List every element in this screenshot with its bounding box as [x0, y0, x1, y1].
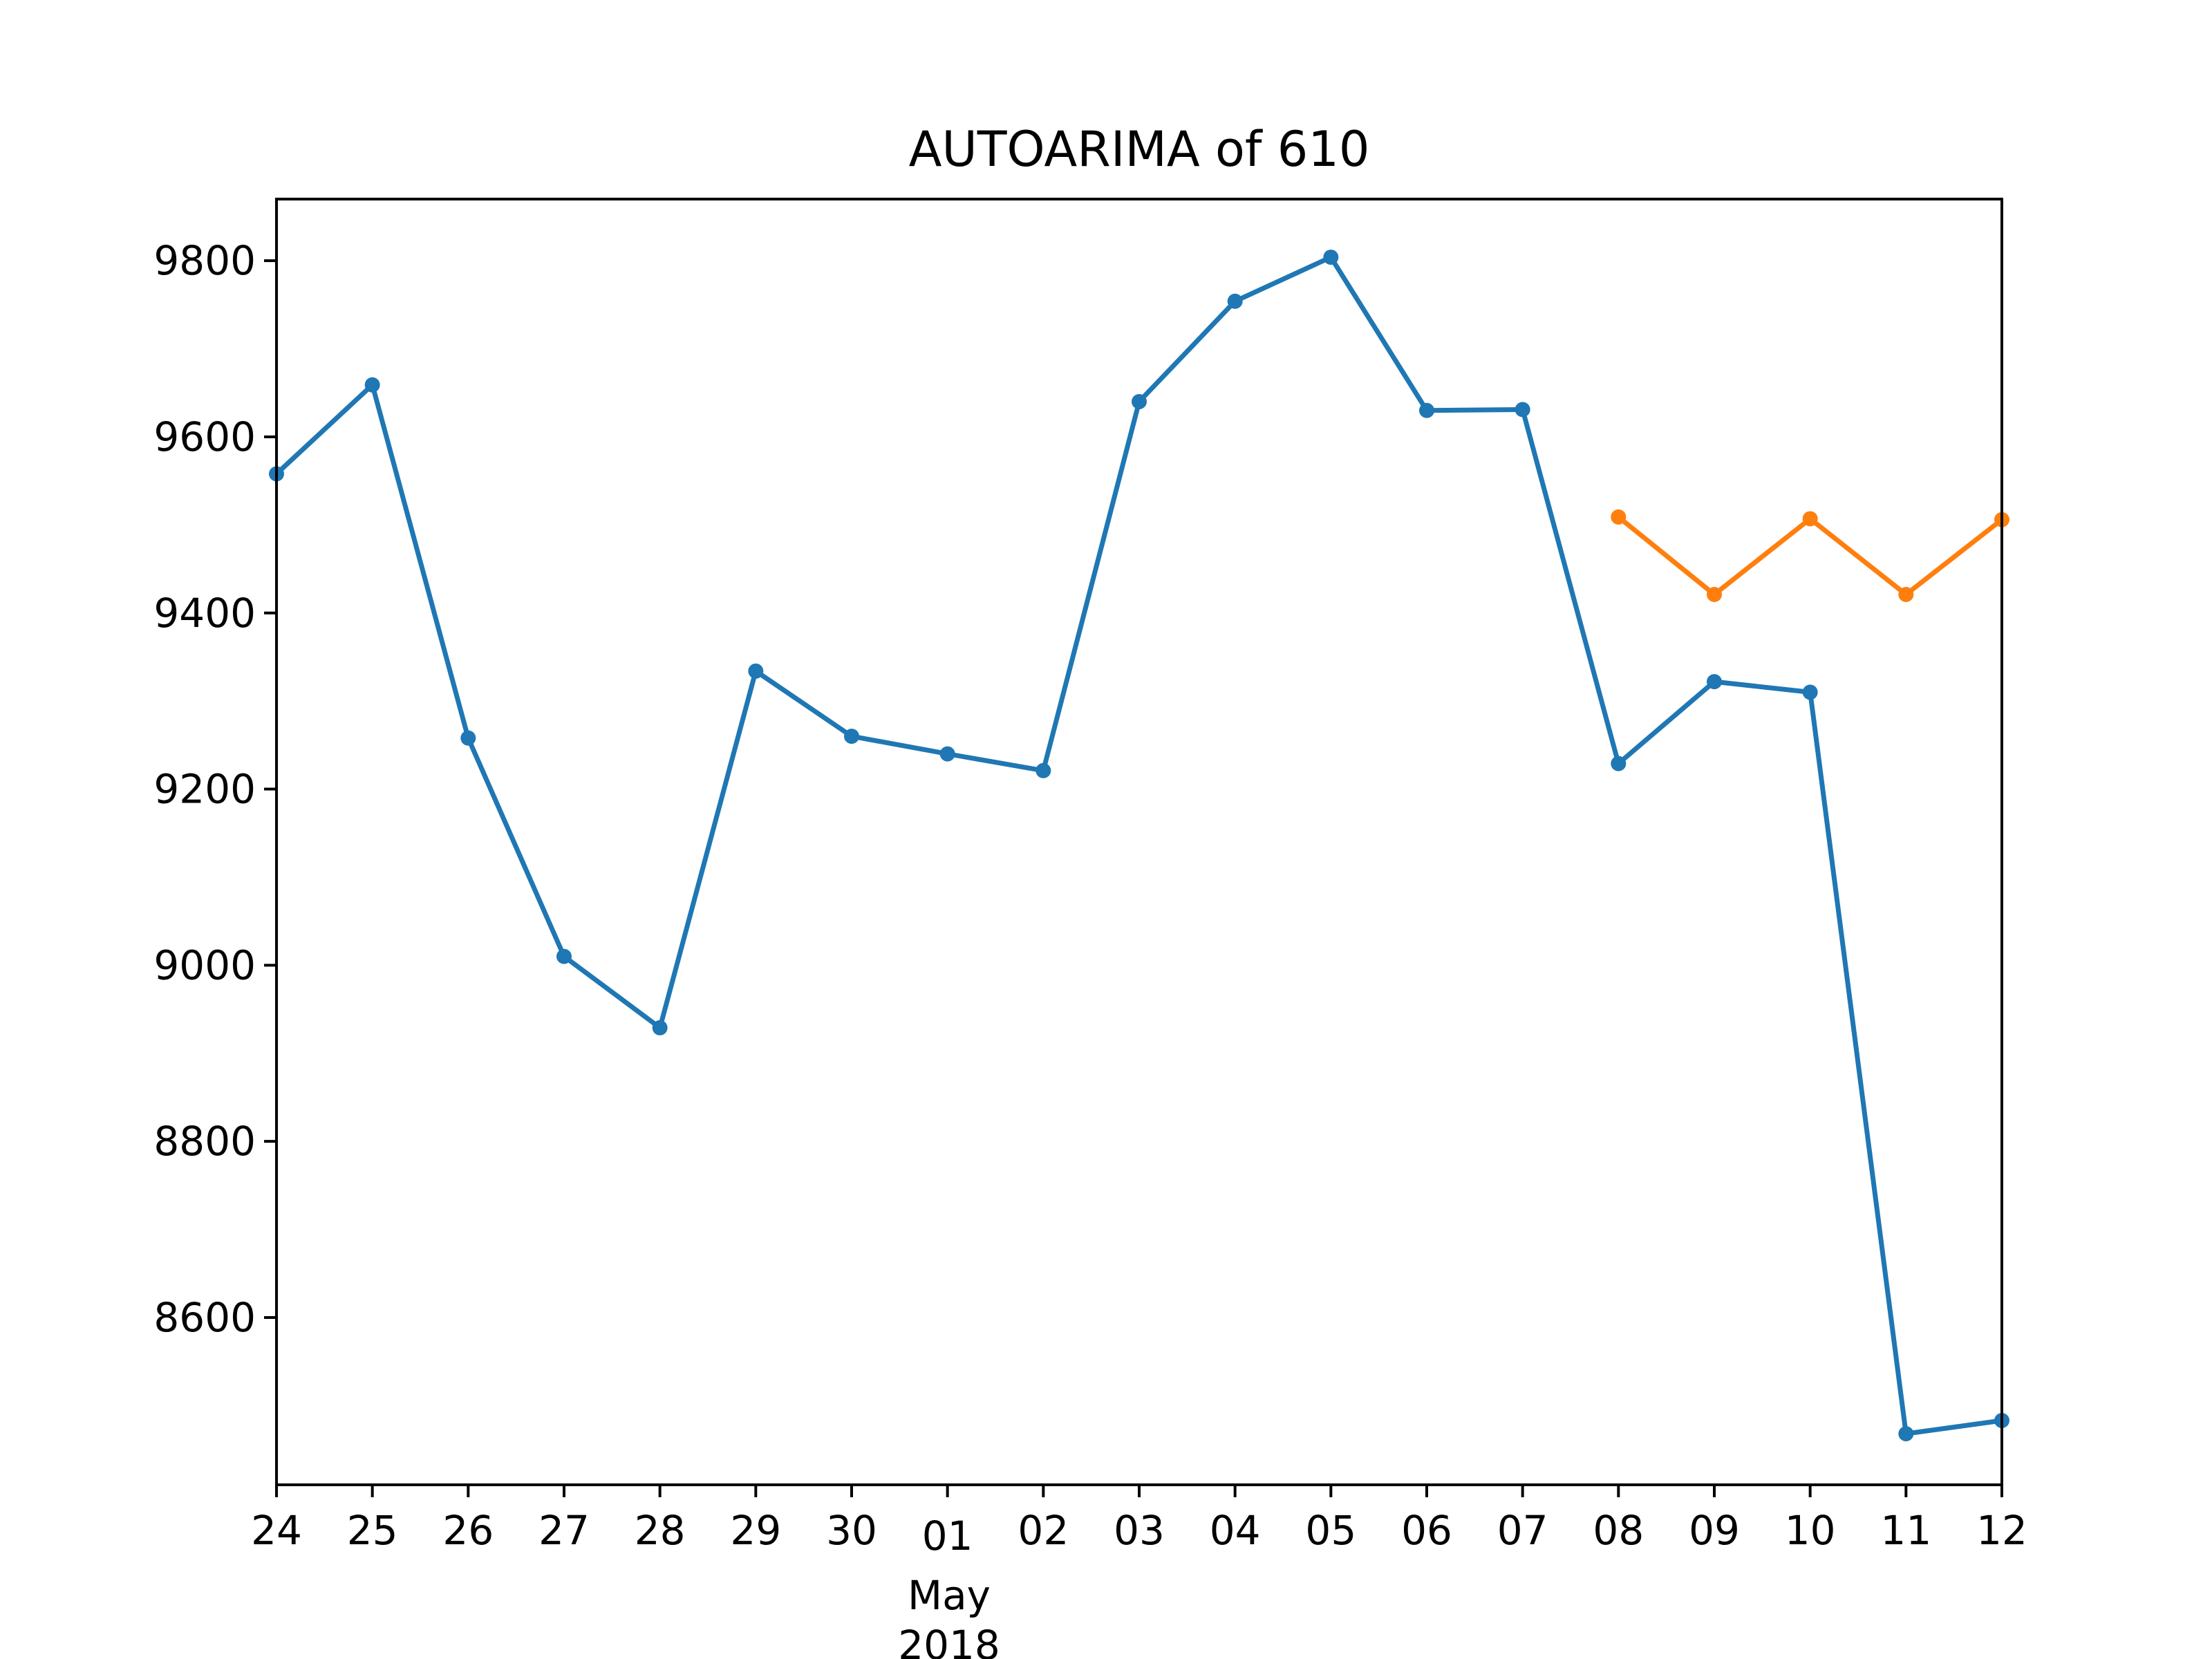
x-tick-label: 06 — [1401, 1507, 1452, 1554]
data-point — [1802, 511, 1818, 527]
x-tick-label: 09 — [1689, 1507, 1740, 1554]
data-point — [1802, 684, 1818, 700]
data-point — [364, 377, 380, 393]
y-tick-label: 9000 — [153, 941, 256, 988]
plot-frame — [275, 198, 2003, 1486]
data-point — [1227, 293, 1243, 309]
x-tick-label: 30 — [826, 1507, 877, 1554]
x-tick-label: 27 — [538, 1507, 590, 1554]
x-tick-label: 29 — [730, 1507, 781, 1554]
y-tick-label: 9600 — [153, 413, 256, 460]
y-tick-label: 8600 — [153, 1294, 256, 1341]
y-tick-label: 9400 — [153, 590, 256, 637]
x-tick-label: 07 — [1497, 1507, 1548, 1554]
y-axis: 8600 8800 9000 9200 9400 9600 9800 — [153, 237, 276, 1341]
data-point — [1898, 1426, 1914, 1442]
data-point — [1132, 394, 1147, 410]
data-point — [1035, 762, 1051, 778]
data-point — [844, 729, 859, 744]
x-tick-label: 03 — [1114, 1507, 1165, 1554]
data-point — [939, 746, 955, 762]
data-point — [1323, 250, 1339, 265]
chart-title: AUTOARIMA of 610 — [909, 121, 1370, 178]
data-point — [1707, 674, 1722, 690]
data-point — [1611, 509, 1627, 525]
series-1 — [1611, 509, 2009, 603]
series-0 — [269, 250, 2009, 1442]
x-month-label: May — [908, 1572, 991, 1619]
x-tick-label: 04 — [1210, 1507, 1261, 1554]
data-point — [652, 1020, 668, 1035]
x-tick-label: 05 — [1305, 1507, 1356, 1554]
data-point — [1611, 756, 1627, 771]
y-tick-label: 9800 — [153, 237, 256, 284]
data-point — [748, 663, 764, 679]
y-tick-label: 8800 — [153, 1118, 256, 1165]
x-tick-label: 28 — [635, 1507, 686, 1554]
x-tick-label: 26 — [442, 1507, 494, 1554]
x-year-label: 2018 — [898, 1622, 1000, 1659]
x-tick-label: 01 — [922, 1512, 973, 1559]
x-tick-label: 08 — [1593, 1507, 1644, 1554]
x-tick-label: 24 — [251, 1507, 302, 1554]
data-point — [1515, 402, 1530, 418]
series-layer — [269, 250, 2009, 1442]
x-tick-label: 10 — [1785, 1507, 1836, 1554]
x-axis: 24 25 26 27 28 29 30 01 02 03 04 05 06 07 08 09 10 11 12 — [251, 1485, 2027, 1559]
data-point — [556, 948, 572, 964]
data-point — [1707, 587, 1722, 603]
x-tick-label: 12 — [1976, 1507, 2027, 1554]
x-tick-label: 25 — [347, 1507, 398, 1554]
data-point — [1898, 587, 1914, 603]
x-tick-label: 11 — [1880, 1507, 1931, 1554]
x-tick-label: 02 — [1018, 1507, 1069, 1554]
y-tick-label: 9200 — [153, 766, 256, 813]
data-point — [460, 730, 476, 746]
data-point — [1419, 402, 1434, 418]
